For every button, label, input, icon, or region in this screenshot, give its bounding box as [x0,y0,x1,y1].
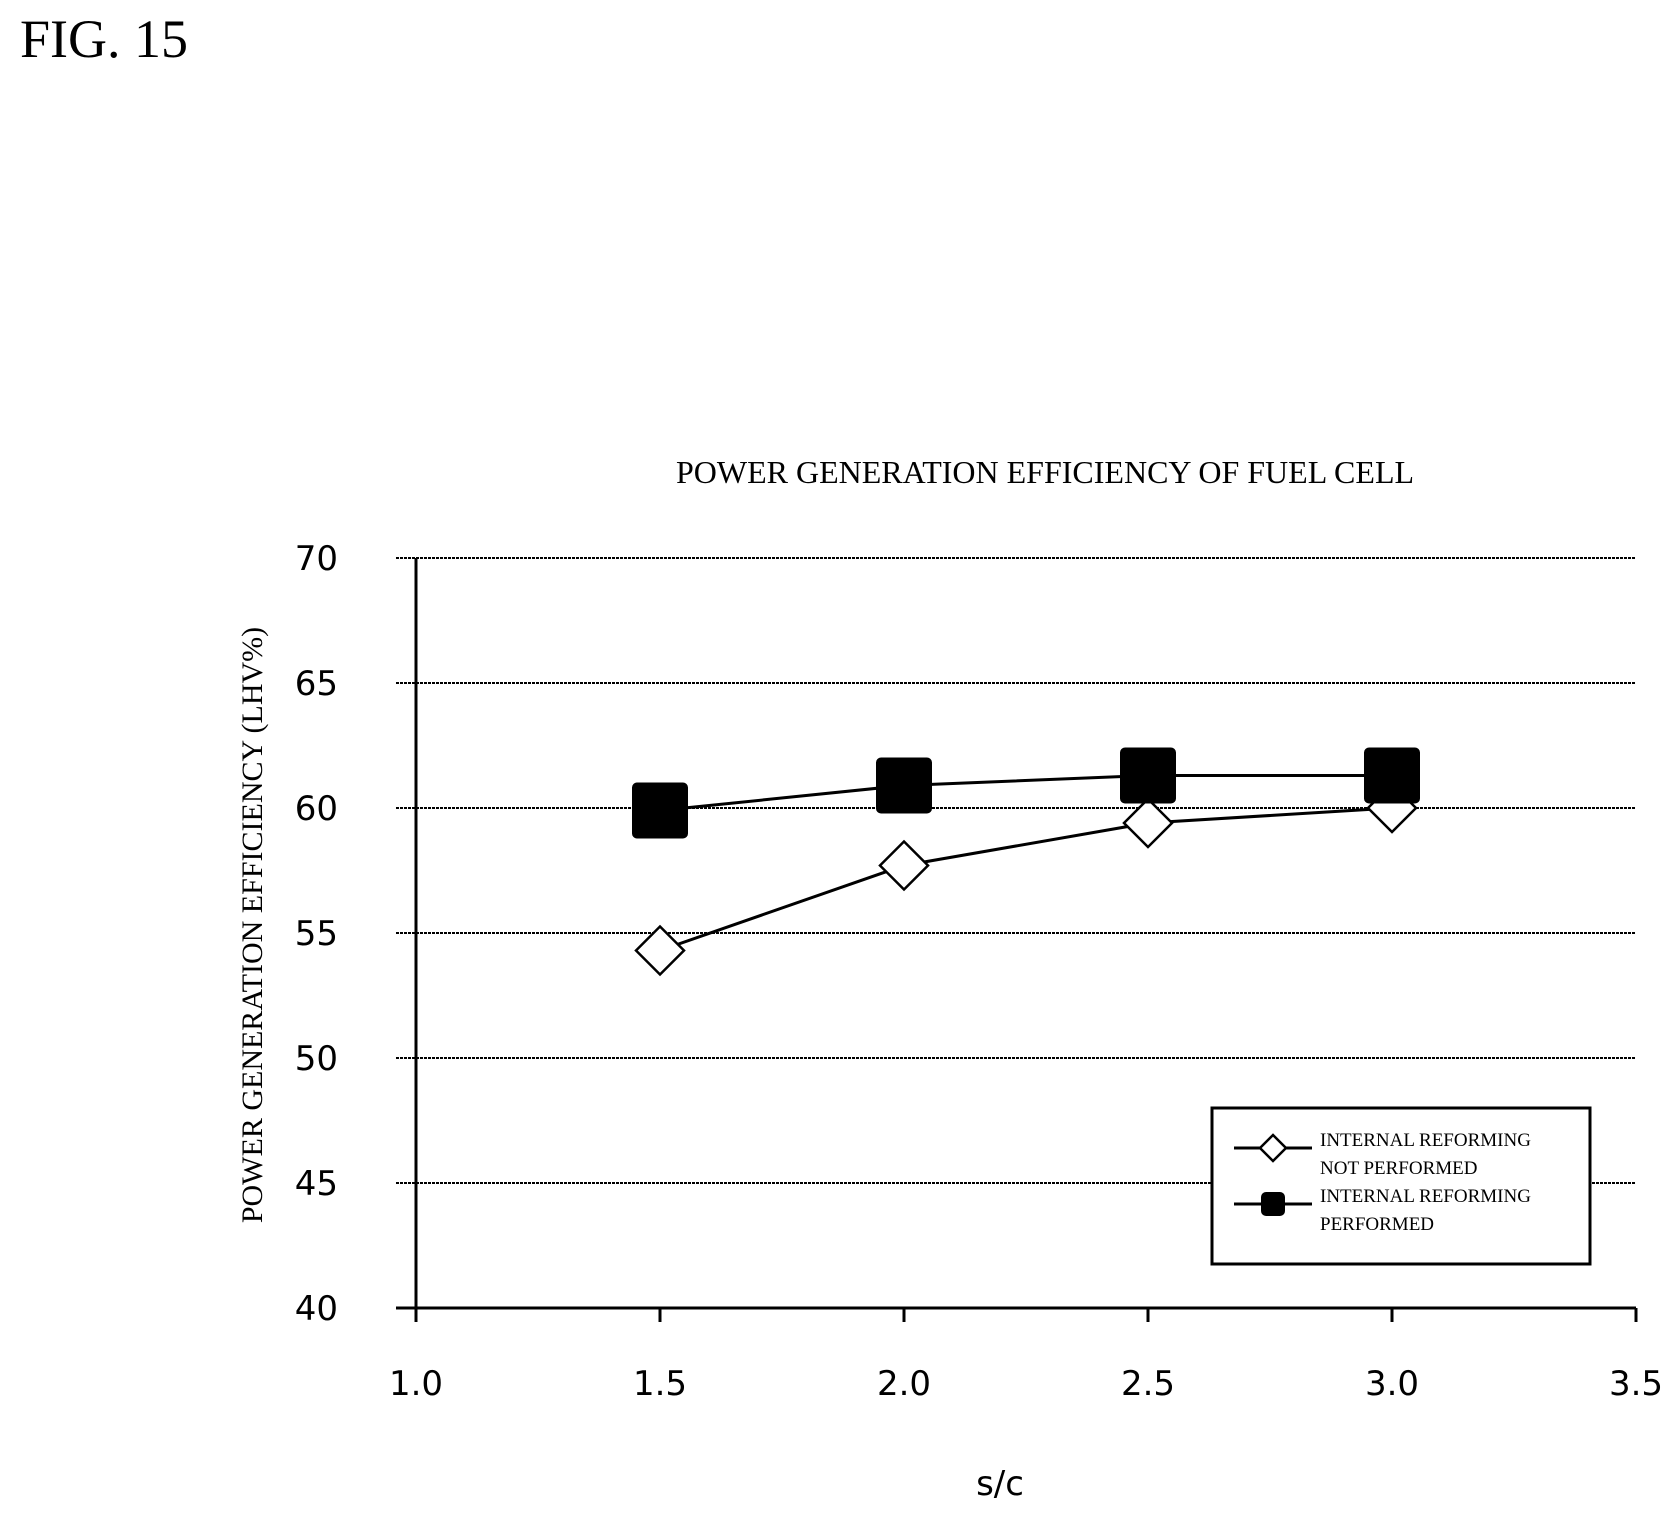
legend: INTERNAL REFORMING NOT PERFORMED INTERNAL … [1210,1106,1592,1266]
data-point-s1-2 [878,839,930,892]
x-axis-label: s/c [976,1464,1024,1504]
y-tick-label-70: 70 [295,539,338,579]
grid-lines [396,557,1636,1184]
y-tick-label-60: 60 [295,789,338,829]
data-point-s2-2 [876,757,932,814]
data-point-s1-3 [1122,797,1174,849]
tick-labels: 40 45 50 55 60 65 70 1.0 1.5 2.0 2.5 3.0 3.5 [295,539,1663,1404]
x-tick-label-2.0: 2.0 [877,1364,931,1404]
series-line-1 [659,806,1393,952]
legend-box [1210,1106,1592,1266]
y-axis-label: POWER GENERATION EFFICIENCY (LHV%) [236,627,269,1223]
x-tick-label-2.5: 2.5 [1121,1364,1175,1404]
y-tick-label-45: 45 [295,1164,338,1204]
chart-title: POWER GENERATION EFFICIENCY OF FUEL CELL [676,454,1414,490]
legend-label-2-1: INTERNAL REFORMING [1320,1186,1531,1207]
figure-label: FIG. 15 [20,9,189,69]
legend-marker-1 [1258,1133,1288,1163]
y-tick-label-55: 55 [295,914,338,954]
x-tick-label-3.0: 3.0 [1365,1364,1419,1404]
legend-label-1-1: INTERNAL REFORMING [1320,1130,1531,1151]
x-tick-label-3.5: 3.5 [1609,1364,1663,1404]
y-tick-label-65: 65 [295,664,338,704]
y-tick-label-50: 50 [295,1039,338,1079]
x-tick-label-1.0: 1.0 [389,1364,443,1404]
y-tick-label-40: 40 [295,1289,338,1329]
data-point-s1-1 [634,924,686,977]
series-line-2 [659,774,1392,812]
legend-marker-2 [1261,1192,1285,1216]
data-point-s2-3 [1120,747,1176,804]
legend-label-1-2: NOT PERFORMED [1320,1158,1477,1179]
data-point-s2-4 [1364,747,1420,804]
data-point-s2-1 [632,782,688,839]
legend-label-2-2: PERFORMED [1320,1214,1434,1235]
x-tick-label-1.5: 1.5 [633,1364,687,1404]
series-layer [632,747,1420,977]
axes [396,558,1638,1322]
